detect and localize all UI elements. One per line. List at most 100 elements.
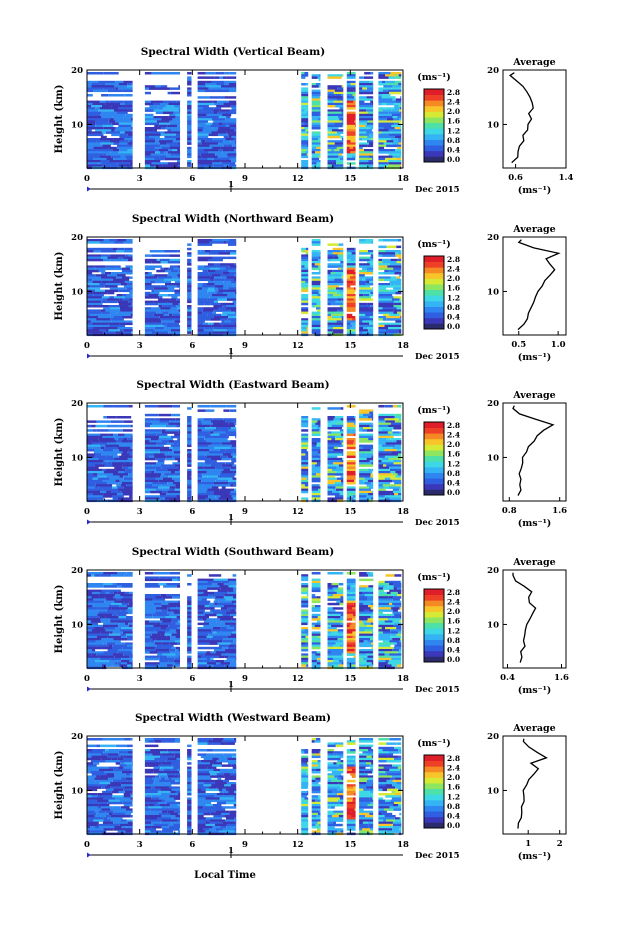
colorbar-tick-label: 2.4 [447, 265, 460, 274]
heatmap-cell [100, 320, 112, 323]
heatmap-cell [305, 83, 309, 86]
heatmap-cell [230, 446, 237, 450]
heatmap-cell [338, 243, 344, 246]
heatmap-cell [301, 638, 309, 641]
heatmap-cell [197, 149, 204, 152]
heatmap-cell [398, 453, 402, 456]
heatmap-cell [392, 446, 402, 450]
heatmap-cell [359, 611, 373, 615]
heatmap-cell [169, 493, 180, 496]
heatmap-cell [235, 609, 237, 612]
heatmap-cell [301, 466, 309, 470]
heatmap-cell [353, 422, 356, 426]
heatmap-cell [156, 433, 168, 437]
heatmap-cell [327, 810, 334, 814]
heatmap-cell [327, 76, 342, 79]
heatmap-cell [179, 311, 181, 315]
heatmap-cell [87, 287, 101, 290]
heatmap-cell [87, 753, 101, 756]
heatmap-cell [301, 642, 305, 645]
heatmap-cell [311, 98, 321, 101]
heatmap-cell [327, 662, 342, 665]
panel-title: Spectral Width (Eastward Beam) [136, 379, 329, 391]
heatmap-cell [399, 327, 402, 330]
heatmap-cell [301, 422, 309, 426]
heatmap-cell [111, 320, 118, 323]
heatmap-cell [359, 87, 363, 90]
heatmap-cell [226, 657, 236, 661]
heatmap-cell [121, 662, 127, 665]
heatmap-cell [207, 766, 217, 770]
heatmap-cell [187, 263, 192, 266]
heatmap-cell [359, 618, 368, 621]
heatmap-cell [214, 289, 219, 293]
heatmap-cell [378, 613, 387, 617]
heatmap-cell [346, 649, 355, 652]
heatmap-cell [144, 254, 151, 257]
heatmap-cell [94, 451, 101, 454]
heatmap-cell [327, 801, 340, 805]
heatmap-cell [187, 427, 192, 430]
heatmap-cell [187, 596, 192, 599]
heatmap-cell [117, 662, 122, 665]
heatmap-cell [162, 640, 176, 643]
heatmap-cell [149, 250, 165, 253]
heatmap-cell [227, 283, 233, 286]
heatmap-cell [218, 475, 235, 478]
heatmap-cell [87, 826, 91, 829]
heatmap-cell [233, 111, 237, 115]
profile-x-tick-label: 0.6 [508, 173, 523, 183]
heatmap-cell [311, 644, 321, 648]
heatmap-cell [342, 766, 344, 770]
heatmap-cell [207, 283, 215, 286]
heatmap-cell [359, 451, 374, 454]
heatmap-cell [115, 627, 122, 630]
heatmap-cell [369, 76, 374, 79]
heatmap-cell [223, 291, 235, 295]
heatmap-cell [311, 407, 321, 410]
heatmap-cell [169, 795, 176, 798]
heatmap-cell [389, 583, 393, 586]
heatmap-cell [316, 146, 321, 150]
heatmap-cell [393, 118, 399, 121]
heatmap-cell [101, 94, 109, 97]
heatmap-cell [130, 446, 133, 450]
heatmap-cell [197, 122, 206, 126]
heatmap-cell [197, 609, 205, 612]
heatmap-cell [359, 600, 373, 604]
heatmap-cell [161, 466, 179, 470]
profile-line [509, 72, 534, 164]
heatmap-cell [346, 285, 351, 288]
heatmap-cell [319, 457, 321, 461]
heatmap-cell [221, 580, 230, 584]
heatmap-cell [161, 830, 174, 833]
heatmap-cell [153, 602, 162, 606]
heatmap-cell [153, 572, 170, 575]
heatmap-cell [221, 486, 226, 489]
heatmap-cell [96, 624, 103, 628]
heatmap-cell [87, 94, 93, 97]
heatmap-cell [400, 250, 402, 253]
heatmap-cell [384, 449, 397, 452]
heatmap-cell [174, 488, 180, 492]
heatmap-cell [371, 631, 374, 634]
heatmap-cell [201, 788, 206, 792]
heatmap-cell [103, 583, 113, 586]
heatmap-cell [87, 296, 102, 299]
heatmap-cell [327, 451, 343, 454]
heatmap-cell [370, 622, 374, 626]
heatmap-cell [229, 768, 237, 772]
heatmap-cell [153, 116, 169, 119]
heatmap-cell [230, 490, 237, 494]
heatmap-cell [209, 819, 226, 822]
heatmap-cell [96, 775, 100, 778]
heatmap-cell [187, 305, 192, 308]
heatmap-cell [177, 627, 180, 630]
heatmap-cell [301, 775, 309, 778]
heatmap-cell [105, 100, 110, 104]
heatmap-cell [337, 793, 344, 796]
heatmap-cell [223, 144, 228, 148]
heatmap-cell [87, 258, 103, 262]
heatmap-cell [103, 405, 114, 408]
heatmap-cell [226, 313, 237, 317]
